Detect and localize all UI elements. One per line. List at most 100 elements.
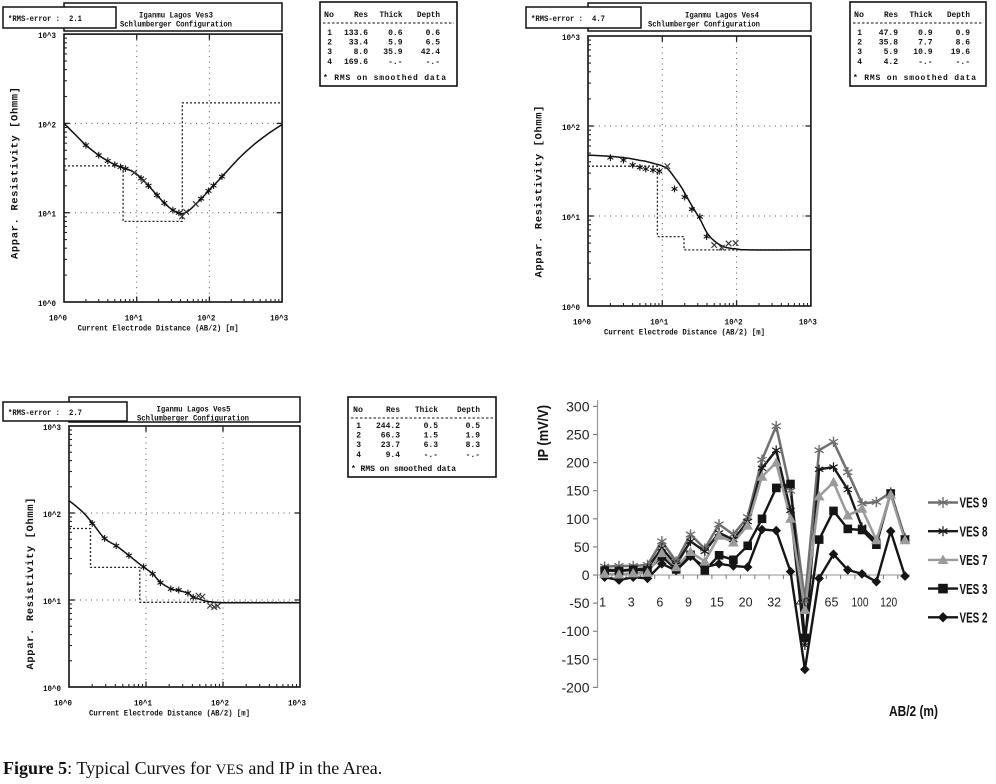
svg-text:1.9: 1.9 bbox=[466, 432, 481, 441]
svg-text:10^1: 10^1 bbox=[134, 700, 152, 709]
svg-text:47.9: 47.9 bbox=[879, 29, 898, 38]
svg-text:10^3: 10^3 bbox=[799, 319, 817, 328]
svg-text:10^0: 10^0 bbox=[49, 315, 67, 324]
svg-text:Iganmu Lagos Ves3: Iganmu Lagos Ves3 bbox=[139, 12, 213, 21]
svg-text:Current Electrode Distance (AB: Current Electrode Distance (AB/2) [m] bbox=[78, 325, 239, 334]
svg-text:10^1: 10^1 bbox=[38, 211, 56, 220]
svg-text:0: 0 bbox=[582, 567, 590, 583]
svg-text:9.4: 9.4 bbox=[386, 451, 401, 460]
svg-text:3: 3 bbox=[857, 48, 862, 57]
svg-text:-150: -150 bbox=[561, 651, 589, 667]
svg-text:33.4: 33.4 bbox=[349, 39, 368, 48]
svg-text:Current Electrode Distance (AB: Current Electrode Distance (AB/2) [m] bbox=[604, 329, 765, 338]
svg-text:19.6: 19.6 bbox=[951, 48, 970, 57]
svg-text:10^2: 10^2 bbox=[562, 124, 580, 133]
svg-text:Schlumberger Configuration: Schlumberger Configuration bbox=[648, 21, 760, 30]
svg-text:4: 4 bbox=[327, 58, 332, 67]
svg-text:8.0: 8.0 bbox=[354, 48, 369, 57]
svg-text:10^3: 10^3 bbox=[562, 34, 580, 43]
svg-text:1.5: 1.5 bbox=[424, 432, 439, 441]
svg-text:6.3: 6.3 bbox=[424, 441, 439, 450]
svg-text:*RMS-error :: *RMS-error : bbox=[8, 15, 60, 24]
svg-text:VES 7: VES 7 bbox=[960, 553, 988, 569]
svg-text:Depth: Depth bbox=[947, 11, 970, 20]
svg-text:9: 9 bbox=[685, 596, 692, 610]
svg-text:-200: -200 bbox=[561, 679, 589, 695]
svg-text:120: 120 bbox=[880, 596, 897, 610]
svg-text:10^2: 10^2 bbox=[38, 121, 56, 130]
svg-text:3: 3 bbox=[356, 441, 361, 450]
svg-text:4: 4 bbox=[857, 58, 862, 67]
svg-text:Res: Res bbox=[386, 406, 400, 415]
svg-text:3: 3 bbox=[327, 48, 332, 57]
svg-text:2: 2 bbox=[327, 39, 332, 48]
svg-text:10^0: 10^0 bbox=[562, 304, 580, 313]
svg-text:* RMS on smoothed data: * RMS on smoothed data bbox=[323, 74, 446, 83]
svg-text:133.6: 133.6 bbox=[344, 29, 368, 38]
svg-text:7.7: 7.7 bbox=[918, 39, 933, 48]
svg-text:4.2: 4.2 bbox=[884, 58, 899, 67]
svg-text:Thick: Thick bbox=[415, 406, 438, 415]
svg-text:200: 200 bbox=[566, 455, 590, 471]
svg-text:Iganmu Lagos Ves5: Iganmu Lagos Ves5 bbox=[157, 406, 231, 415]
svg-text:42.4: 42.4 bbox=[421, 48, 440, 57]
svg-text:Depth: Depth bbox=[417, 11, 440, 20]
svg-text:32: 32 bbox=[767, 596, 781, 610]
svg-text:8.6: 8.6 bbox=[956, 39, 971, 48]
svg-text:10^1: 10^1 bbox=[125, 315, 143, 324]
svg-text:10^1: 10^1 bbox=[562, 214, 580, 223]
svg-text:AB/2 (m): AB/2 (m) bbox=[889, 703, 938, 720]
svg-text:10^2: 10^2 bbox=[197, 315, 215, 324]
svg-text:-.-: -.- bbox=[424, 451, 438, 460]
svg-text:10^3: 10^3 bbox=[43, 424, 61, 433]
svg-text:10.9: 10.9 bbox=[913, 48, 932, 57]
svg-text:1: 1 bbox=[356, 422, 361, 431]
svg-text:Thick: Thick bbox=[380, 11, 403, 20]
svg-text:150: 150 bbox=[566, 483, 590, 499]
svg-text:*RMS-error :: *RMS-error : bbox=[531, 15, 583, 24]
svg-text:Schlumberger Configuration: Schlumberger Configuration bbox=[120, 21, 232, 30]
svg-text:Depth: Depth bbox=[457, 406, 480, 415]
svg-text:Appar. Resistivity [Ohmm]: Appar. Resistivity [Ohmm] bbox=[25, 498, 37, 670]
svg-text:Iganmu Lagos Ves4: Iganmu Lagos Ves4 bbox=[685, 12, 759, 21]
svg-text:65: 65 bbox=[825, 596, 839, 610]
svg-text:2.1: 2.1 bbox=[69, 15, 82, 24]
svg-text:VES 3: VES 3 bbox=[960, 582, 988, 598]
svg-text:40: 40 bbox=[796, 596, 810, 610]
svg-text:0.6: 0.6 bbox=[426, 29, 441, 38]
svg-text:0.9: 0.9 bbox=[918, 29, 933, 38]
svg-text:300: 300 bbox=[566, 398, 590, 414]
svg-text:-100: -100 bbox=[561, 623, 589, 639]
svg-text:Current Electrode Distance (AB: Current Electrode Distance (AB/2) [m] bbox=[89, 710, 250, 719]
svg-text:1: 1 bbox=[857, 29, 862, 38]
svg-text:10^3: 10^3 bbox=[288, 700, 306, 709]
svg-text:-.-: -.- bbox=[466, 451, 480, 460]
svg-text:15: 15 bbox=[710, 596, 724, 610]
svg-text:2.7: 2.7 bbox=[69, 409, 82, 418]
svg-text:10^3: 10^3 bbox=[38, 32, 56, 41]
svg-text:23.7: 23.7 bbox=[381, 441, 400, 450]
svg-text:-.-: -.- bbox=[918, 58, 932, 67]
svg-text:-.-: -.- bbox=[956, 58, 970, 67]
svg-text:244.2: 244.2 bbox=[376, 422, 400, 431]
svg-text:* RMS on smoothed data: * RMS on smoothed data bbox=[351, 465, 456, 474]
svg-text:Res: Res bbox=[884, 11, 898, 20]
svg-text:6: 6 bbox=[656, 596, 663, 610]
svg-text:No: No bbox=[353, 406, 363, 415]
svg-text:5.9: 5.9 bbox=[884, 48, 899, 57]
svg-text:10^2: 10^2 bbox=[43, 511, 61, 520]
svg-text:10^3: 10^3 bbox=[270, 315, 288, 324]
svg-text:1: 1 bbox=[599, 596, 606, 610]
svg-text:*RMS-error :: *RMS-error : bbox=[8, 409, 60, 418]
svg-text:1: 1 bbox=[327, 29, 332, 38]
svg-text:169.6: 169.6 bbox=[344, 58, 368, 67]
svg-text:-50: -50 bbox=[569, 595, 589, 611]
svg-text:2: 2 bbox=[857, 39, 862, 48]
svg-text:66.3: 66.3 bbox=[381, 432, 400, 441]
svg-text:Figure 5: Typical Curves for V: Figure 5: Typical Curves for VES and IP … bbox=[3, 758, 382, 778]
svg-text:10^0: 10^0 bbox=[54, 700, 72, 709]
svg-text:6.5: 6.5 bbox=[426, 39, 441, 48]
svg-text:8.3: 8.3 bbox=[466, 441, 481, 450]
svg-text:-.-: -.- bbox=[426, 58, 440, 67]
svg-text:10^0: 10^0 bbox=[573, 319, 591, 328]
